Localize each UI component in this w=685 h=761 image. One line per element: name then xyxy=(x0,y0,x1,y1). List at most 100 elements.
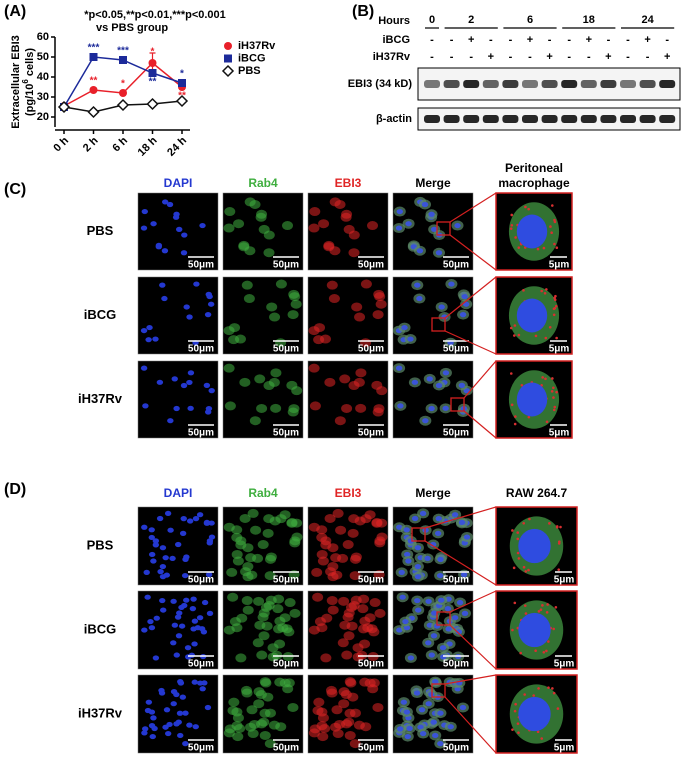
cell xyxy=(316,525,328,535)
speck xyxy=(552,627,556,631)
legend-label: PBS xyxy=(238,65,261,77)
nucleus xyxy=(173,691,180,698)
speck xyxy=(551,204,554,207)
cell xyxy=(241,688,253,698)
speck xyxy=(553,298,557,302)
cell xyxy=(261,621,273,631)
speck xyxy=(514,236,517,239)
blot-label: β-actin xyxy=(376,113,412,125)
cell xyxy=(233,219,245,229)
blot-band xyxy=(424,115,440,123)
nucleus xyxy=(156,515,164,522)
cell xyxy=(258,717,270,727)
nucleus xyxy=(414,563,422,570)
nucleus xyxy=(448,281,455,287)
y-axis-label-part: 6 xyxy=(21,79,30,84)
cell xyxy=(247,729,259,739)
nucleus xyxy=(191,679,198,685)
nucleus xyxy=(430,719,437,725)
cell xyxy=(338,596,350,606)
cell xyxy=(252,553,264,563)
nucleus xyxy=(186,518,194,524)
nucleus xyxy=(196,615,204,621)
cell xyxy=(308,363,320,373)
scale-bar-label: 50μm xyxy=(443,428,469,439)
cell xyxy=(349,708,361,718)
cell xyxy=(232,732,244,742)
nucleus xyxy=(186,379,193,386)
treatment-sign: - xyxy=(567,51,571,63)
cell xyxy=(287,702,299,712)
nucleus xyxy=(432,678,439,685)
cell xyxy=(319,723,331,733)
blot-band xyxy=(561,80,578,88)
nucleus xyxy=(159,545,167,551)
speck xyxy=(523,604,527,607)
nucleus xyxy=(204,704,212,711)
speck xyxy=(524,205,527,209)
legend-marker xyxy=(224,42,232,50)
micrograph xyxy=(307,360,389,439)
cell xyxy=(326,280,338,290)
cell xyxy=(269,312,281,322)
nucleus xyxy=(403,527,410,533)
cell xyxy=(258,631,270,641)
nucleus xyxy=(157,569,164,575)
nucleus xyxy=(162,724,169,730)
cell xyxy=(376,532,388,542)
nucleus xyxy=(425,598,432,604)
speck xyxy=(516,537,520,541)
nucleus xyxy=(205,405,213,412)
treatment-sign: - xyxy=(469,51,473,63)
speck xyxy=(513,324,517,327)
nucleus xyxy=(402,618,409,625)
nucleus xyxy=(149,733,156,740)
data-point xyxy=(175,94,189,108)
nucleus xyxy=(459,704,467,711)
scale-bar-label: 50μm xyxy=(443,575,469,586)
blot-band xyxy=(522,80,538,88)
blot-band xyxy=(639,80,656,88)
nucleus xyxy=(459,312,467,318)
roi-connector xyxy=(449,624,497,670)
speck xyxy=(509,227,513,230)
cell xyxy=(275,722,287,732)
nucleus xyxy=(428,405,435,412)
cell xyxy=(342,540,354,550)
treatment-sign: - xyxy=(548,34,552,46)
cell xyxy=(334,416,346,426)
speck xyxy=(542,650,546,654)
cell xyxy=(335,525,347,535)
hours-value: 18 xyxy=(583,14,595,26)
cell xyxy=(324,377,336,387)
scale-bar-label: 50μm xyxy=(188,260,214,271)
roi-box xyxy=(450,397,465,412)
cell xyxy=(291,532,303,542)
cell xyxy=(266,302,278,312)
nucleus xyxy=(435,516,442,522)
nucleus xyxy=(167,418,174,424)
speck xyxy=(540,289,543,293)
cell xyxy=(243,294,255,304)
scale-bar-label: 50μm xyxy=(188,575,214,586)
scale-bar-label: 50μm xyxy=(188,659,214,670)
significance-label: * xyxy=(180,69,184,80)
nucleus xyxy=(171,376,178,382)
cell xyxy=(242,543,254,553)
cell xyxy=(263,381,275,391)
nucleus xyxy=(403,551,411,558)
cell xyxy=(256,209,268,219)
roi-box xyxy=(411,527,426,542)
cell xyxy=(350,595,362,605)
nucleus xyxy=(397,403,404,409)
nucleus xyxy=(141,627,148,633)
nucleus xyxy=(200,629,208,635)
cell xyxy=(339,374,351,384)
cell xyxy=(263,248,275,258)
nucleus xyxy=(181,232,188,238)
cell xyxy=(273,624,285,634)
speck xyxy=(537,687,540,690)
cell xyxy=(368,627,380,637)
nucleus xyxy=(463,534,471,540)
nucleus xyxy=(148,709,156,715)
